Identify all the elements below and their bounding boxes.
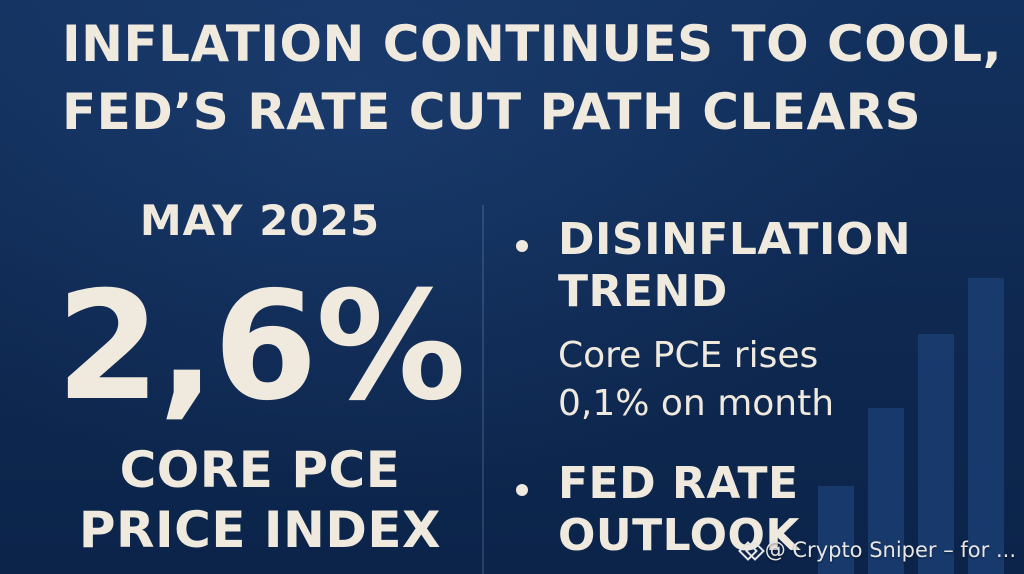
headline: INFLATION CONTINUES TO COOL, FED’S RATE … (62, 10, 1002, 146)
headline-line-2: FED’S RATE CUT PATH CLEARS (62, 83, 922, 141)
bullet-text: Core PCE rises 0,1% on month (558, 332, 834, 428)
decorative-bar (818, 486, 854, 574)
index-name-line-2: PRICE INDEX (78, 501, 442, 559)
bullet-fed-rate-outlook: FED RATE OUTLOOK (516, 458, 936, 574)
core-pce-value: 2,6% (55, 260, 466, 434)
watermark: @ Crypto Sniper – for ... (741, 538, 1016, 562)
bullet-title-line-1: DISINFLATION (558, 214, 912, 265)
bullet-disinflation-trend: DISINFLATION TREND Core PCE rises 0,1% o… (516, 214, 936, 434)
bullet-dot-icon (516, 240, 528, 252)
watermark-text: @ Crypto Sniper – for ... (764, 538, 1016, 562)
headline-line-1: INFLATION CONTINUES TO COOL, (62, 15, 1003, 73)
index-name: CORE PCE PRICE INDEX (0, 440, 520, 560)
bullet-text-line-1: Core PCE rises (558, 335, 819, 376)
report-date: MAY 2025 (139, 196, 381, 245)
diamond-logo-icon (741, 541, 759, 559)
bullet-title: DISINFLATION TREND (558, 214, 911, 318)
bullet-dot-icon (516, 484, 528, 496)
index-name-line-1: CORE PCE (119, 441, 401, 499)
bullet-title: FED RATE OUTLOOK (558, 458, 800, 562)
decorative-bar (868, 408, 904, 574)
bullet-title-line-1: FED RATE (558, 458, 799, 509)
bullet-title-line-2: TREND (558, 266, 728, 317)
bullet-text-line-2: 0,1% on month (558, 383, 835, 424)
decorative-bar (968, 278, 1004, 574)
column-divider (482, 205, 484, 574)
decorative-bar (918, 334, 954, 574)
